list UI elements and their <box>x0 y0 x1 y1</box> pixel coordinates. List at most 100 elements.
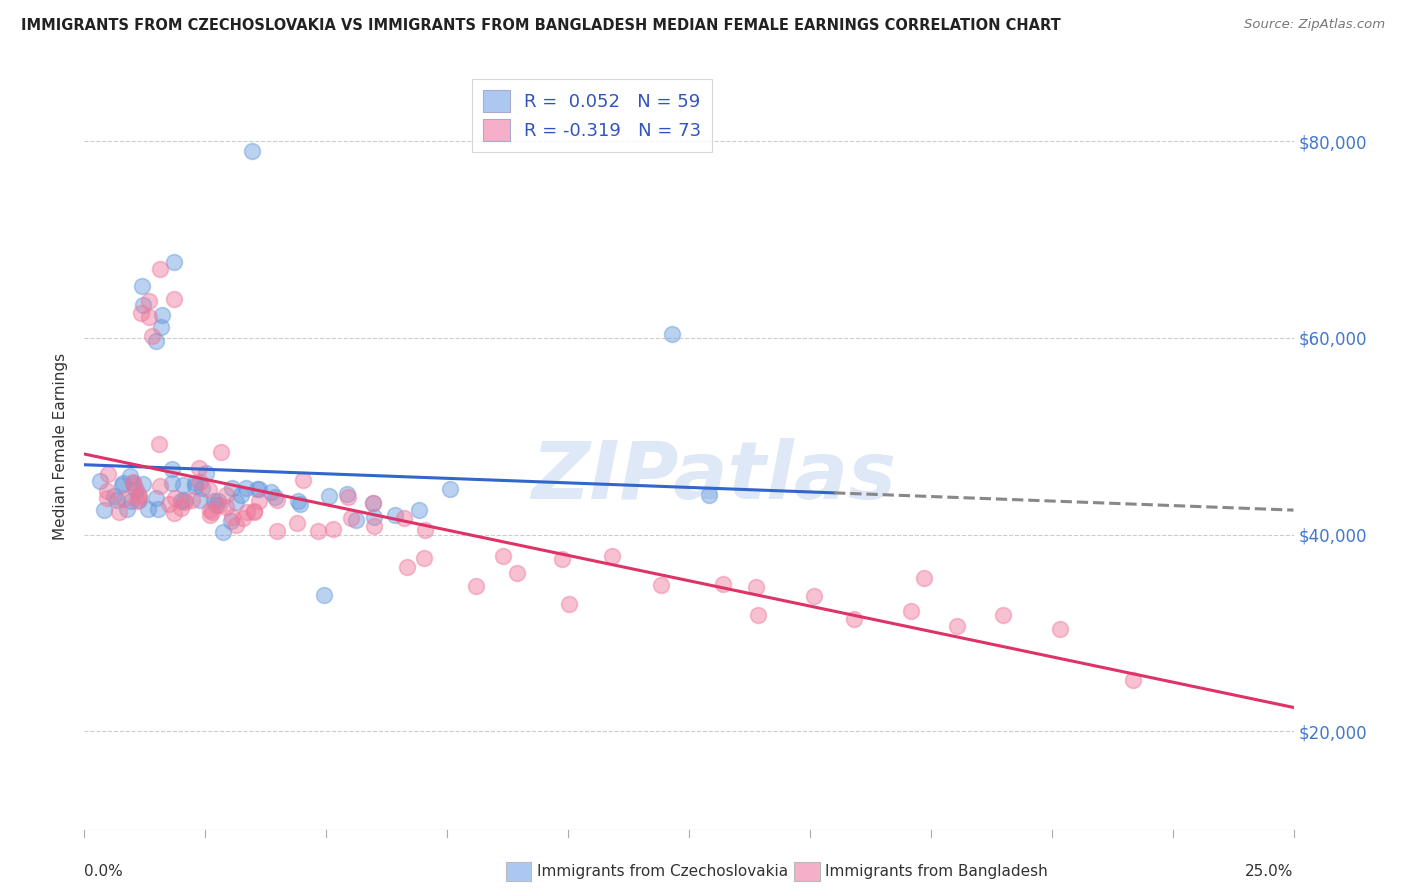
Point <box>198 503 221 517</box>
Point <box>235 481 257 495</box>
Point <box>803 589 825 603</box>
Point <box>160 462 183 476</box>
Point <box>111 475 134 490</box>
Legend: R =  0.052   N = 59, R = -0.319   N = 73: R = 0.052 N = 59, R = -0.319 N = 73 <box>472 79 713 152</box>
Point <box>506 566 529 580</box>
Point <box>170 494 193 508</box>
Point <box>465 579 488 593</box>
Point <box>105 493 128 508</box>
Point <box>413 523 436 537</box>
Point <box>205 498 228 512</box>
Point <box>661 327 683 342</box>
Point <box>225 495 247 509</box>
Point <box>188 492 211 507</box>
Point <box>215 500 238 514</box>
Point <box>163 254 186 268</box>
Point <box>558 597 581 611</box>
Point <box>145 334 167 348</box>
Point <box>600 549 623 563</box>
Point <box>214 488 236 502</box>
Point <box>318 489 340 503</box>
Point <box>108 504 131 518</box>
Point <box>128 488 150 502</box>
Point <box>713 576 735 591</box>
Point <box>290 497 312 511</box>
Point <box>131 306 153 320</box>
Point <box>194 466 217 480</box>
Point <box>208 498 231 512</box>
Point <box>157 497 180 511</box>
Point <box>344 513 367 527</box>
Point <box>842 612 865 626</box>
Point <box>128 493 150 508</box>
Point <box>96 491 118 505</box>
Point <box>136 502 159 516</box>
Point <box>172 478 194 492</box>
Point <box>118 469 141 483</box>
Point <box>128 490 150 504</box>
Point <box>247 493 270 508</box>
Y-axis label: Median Female Earnings: Median Female Earnings <box>53 352 69 540</box>
Point <box>125 483 148 498</box>
Point <box>336 487 359 501</box>
Point <box>243 504 266 518</box>
Point <box>191 482 214 496</box>
Text: 25.0%: 25.0% <box>1246 864 1294 879</box>
Point <box>138 293 160 308</box>
Point <box>121 475 143 489</box>
Point <box>292 473 315 487</box>
Point <box>225 518 247 533</box>
Point <box>361 496 384 510</box>
Point <box>492 549 515 563</box>
Point <box>240 144 263 158</box>
Point <box>439 483 461 497</box>
Point <box>221 481 243 495</box>
Point <box>150 308 173 322</box>
Point <box>124 478 146 492</box>
Point <box>97 467 120 481</box>
Point <box>363 509 385 524</box>
Point <box>209 445 232 459</box>
Point <box>650 577 672 591</box>
Point <box>138 310 160 324</box>
Point <box>408 503 430 517</box>
Point <box>112 491 135 506</box>
Point <box>285 516 308 531</box>
Point <box>747 608 769 623</box>
Point <box>396 559 419 574</box>
Point <box>229 488 252 502</box>
Point <box>744 580 766 594</box>
Point <box>321 523 343 537</box>
Point <box>202 493 225 508</box>
Point <box>551 552 574 566</box>
Point <box>96 483 118 498</box>
Point <box>201 505 224 519</box>
Point <box>165 491 187 505</box>
Point <box>212 525 235 540</box>
Point <box>146 502 169 516</box>
Point <box>170 501 193 516</box>
Text: Immigrants from Czechoslovakia: Immigrants from Czechoslovakia <box>537 864 789 879</box>
Point <box>149 262 172 277</box>
Point <box>287 494 309 508</box>
Point <box>132 477 155 491</box>
Point <box>236 506 259 520</box>
Text: IMMIGRANTS FROM CZECHOSLOVAKIA VS IMMIGRANTS FROM BANGLADESH MEDIAN FEMALE EARNI: IMMIGRANTS FROM CZECHOSLOVAKIA VS IMMIGR… <box>21 18 1062 33</box>
Point <box>697 488 720 502</box>
Point <box>912 571 935 585</box>
Point <box>149 479 172 493</box>
Point <box>131 278 153 293</box>
Point <box>340 511 363 525</box>
Point <box>181 493 204 508</box>
Point <box>266 493 288 508</box>
Point <box>392 511 415 525</box>
Point <box>93 503 115 517</box>
Point <box>160 476 183 491</box>
Point <box>307 524 329 538</box>
Point <box>246 482 269 496</box>
Point <box>337 491 360 505</box>
Point <box>141 329 163 343</box>
Point <box>198 508 221 522</box>
Point <box>232 511 254 525</box>
Point <box>163 292 186 306</box>
